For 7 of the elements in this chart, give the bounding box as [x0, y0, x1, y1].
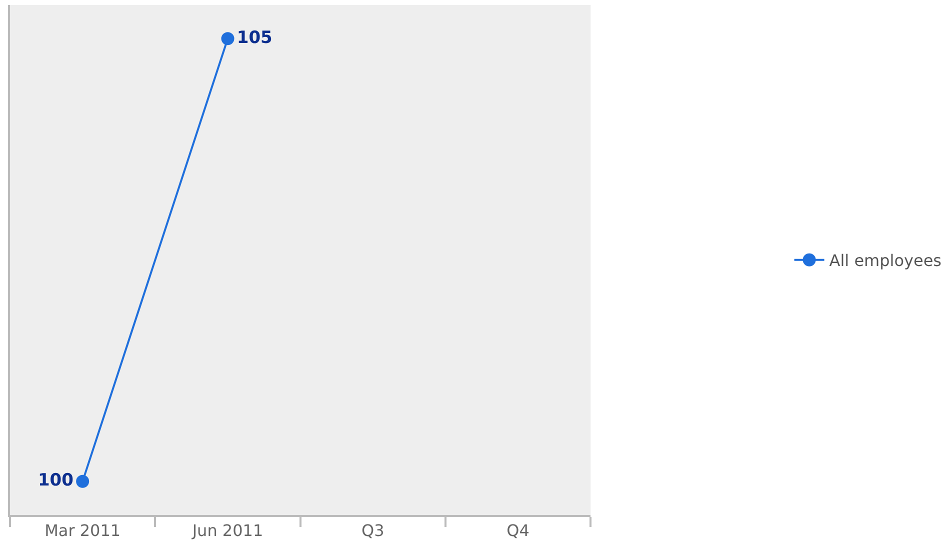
data-label: 105: [236, 28, 272, 48]
x-tick-label: Q3: [362, 521, 384, 540]
legend-label: All employees: [829, 251, 942, 270]
x-tick-label: Q4: [506, 521, 530, 540]
data-label: 100: [38, 470, 74, 491]
x-tick-label: Jun 2011: [191, 521, 264, 540]
x-tick-label: Mar 2011: [44, 521, 121, 540]
